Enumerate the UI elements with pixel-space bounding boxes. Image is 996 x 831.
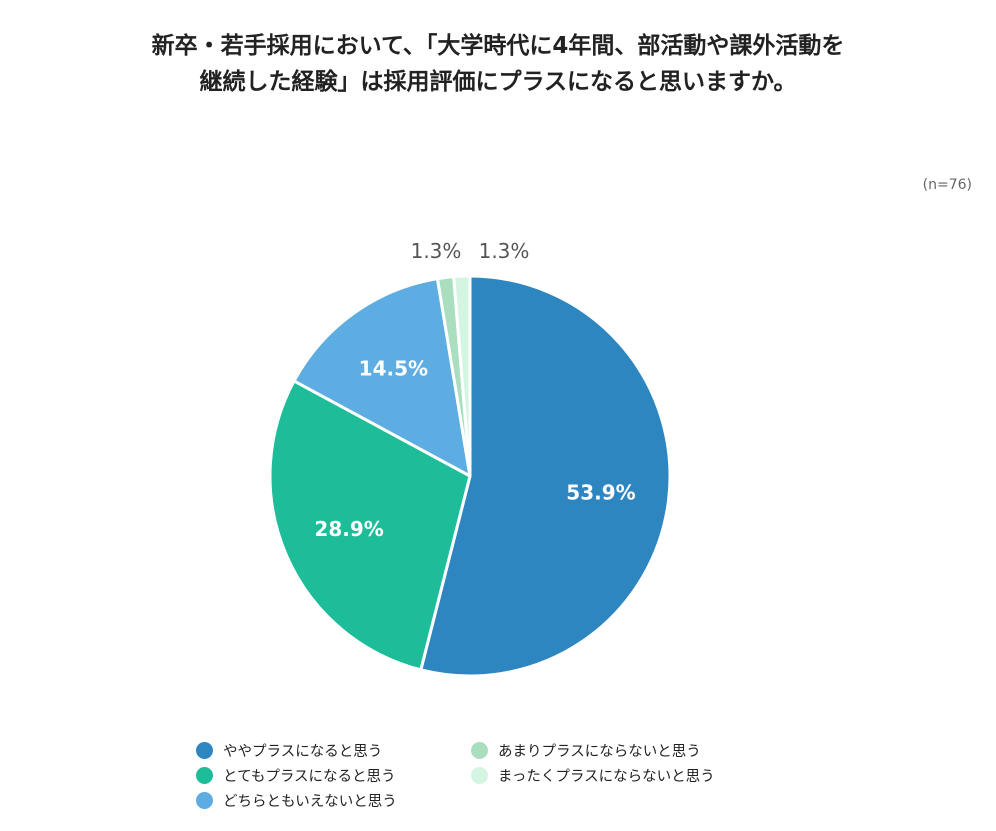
pie-slice-label-3: 14.5% xyxy=(359,357,428,381)
legend-item-5: まったくプラスにならないと思う xyxy=(471,765,715,786)
legend-item-4: あまりプラスにならないと思う xyxy=(471,740,701,761)
pie-slice-5 xyxy=(452,274,472,478)
pie-chart: 53.9% 28.9% 14.5% 1.3% 1.3% xyxy=(268,239,672,678)
pie-slice-label-5: 1.3% xyxy=(479,239,530,263)
legend-label-5: まったくプラスにならないと思う xyxy=(498,769,715,785)
chart-title: 新卒・若手採用において、「大学時代に4年間、部活動や課外活動を 継続した経験」は… xyxy=(0,28,996,100)
pie-slice-label-1: 53.9% xyxy=(566,480,635,504)
pie-slice-1 xyxy=(419,274,672,678)
legend-swatch-3 xyxy=(196,792,213,809)
pie-slice-label-4: 1.3% xyxy=(411,239,462,263)
chart-title-line-1: 新卒・若手採用において、「大学時代に4年間、部活動や課外活動を xyxy=(151,33,845,59)
legend-swatch-4 xyxy=(471,742,488,759)
legend-label-1: ややプラスになると思う xyxy=(223,744,383,760)
legend-item-1: ややプラスになると思う xyxy=(196,740,382,761)
pie-slice-label-2: 28.9% xyxy=(314,517,383,541)
legend-swatch-1 xyxy=(196,742,213,759)
chart-title-line-2: 継続した経験」は採用評価にプラスになると思いますか。 xyxy=(199,69,797,95)
legend-item-2: とてもプラスになると思う xyxy=(196,765,396,786)
legend-label-3: どちらともいえないと思う xyxy=(223,794,397,810)
legend-item-3: どちらともいえないと思う xyxy=(196,790,397,811)
legend-swatch-2 xyxy=(196,767,213,784)
chart-legend: ややプラスになると思う とてもプラスになると思う どちらともいえないと思う あまりプラ… xyxy=(196,740,796,820)
legend-label-4: あまりプラスにならないと思う xyxy=(498,744,701,760)
sample-size-note: (n=76) xyxy=(922,177,972,193)
pie-slice-3 xyxy=(292,277,472,478)
legend-label-2: とてもプラスになると思う xyxy=(223,769,396,785)
pie-slice-2 xyxy=(268,379,472,672)
legend-swatch-5 xyxy=(471,767,488,784)
